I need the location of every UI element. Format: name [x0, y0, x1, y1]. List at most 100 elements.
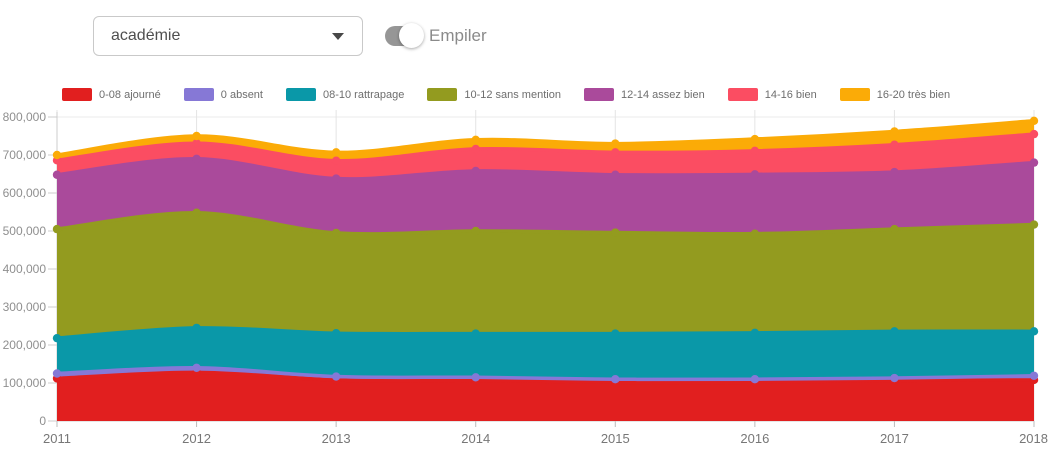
data-point-marker[interactable] [750, 328, 760, 338]
data-point-marker[interactable] [611, 148, 620, 157]
y-axis-tick-label: 300,000 [3, 300, 47, 314]
data-point-marker[interactable] [192, 208, 201, 217]
series-line [55, 211, 1036, 236]
chart-legend: 0-08 ajourné 0 absent 08-10 rattrapage 10-1… [62, 88, 973, 101]
data-point-marker[interactable] [192, 363, 201, 372]
data-point-marker[interactable] [1029, 158, 1039, 167]
data-point-marker[interactable] [331, 228, 341, 238]
data-point-marker[interactable] [52, 333, 62, 343]
area-band [57, 372, 1034, 421]
data-point-marker[interactable] [471, 144, 480, 154]
data-point-marker[interactable] [1029, 371, 1039, 380]
legend-label: 08-10 rattrapage [322, 88, 405, 101]
data-point-marker[interactable] [1029, 129, 1039, 139]
y-axis-tick-label: 200,000 [3, 338, 47, 352]
legend-swatch-icon [62, 88, 92, 101]
data-point-marker[interactable] [890, 127, 899, 136]
data-point-marker[interactable] [52, 369, 62, 378]
stack-toggle[interactable]: Empiler [385, 23, 487, 48]
legend-swatch-icon [285, 88, 316, 101]
data-point-marker[interactable] [471, 135, 480, 144]
x-axis-tick-label: 2011 [43, 431, 71, 446]
data-point-marker[interactable] [331, 372, 341, 381]
data-point-marker[interactable] [611, 228, 620, 237]
legend-item[interactable]: 0 absent [183, 88, 263, 101]
data-point-marker[interactable] [890, 140, 899, 149]
data-point-marker[interactable] [750, 134, 760, 144]
data-point-marker[interactable] [192, 139, 201, 148]
data-point-marker[interactable] [192, 131, 201, 141]
data-point-marker[interactable] [611, 329, 620, 338]
data-point-marker[interactable] [890, 224, 899, 234]
legend-label: 16-20 très bien [876, 88, 951, 101]
x-axis-tick-label: 2012 [182, 431, 211, 446]
x-axis-tick-label: 2013 [322, 431, 351, 446]
data-point-marker[interactable] [611, 170, 620, 179]
y-axis-tick-label: 0 [39, 414, 46, 428]
legend-swatch-icon [583, 88, 614, 101]
area-band [57, 327, 1034, 380]
x-axis-tick-label: 2015 [601, 431, 630, 446]
data-point-marker[interactable] [471, 373, 480, 382]
chevron-down-icon [332, 32, 344, 40]
data-point-marker[interactable] [1029, 116, 1039, 125]
legend-item[interactable]: 0-08 ajourné [62, 88, 161, 101]
toggle-track-icon[interactable] [385, 23, 424, 48]
y-axis-tick-label: 600,000 [3, 186, 47, 200]
area-band [57, 134, 1034, 179]
data-point-marker[interactable] [611, 375, 620, 384]
legend-swatch-icon [183, 88, 214, 101]
data-point-marker[interactable] [52, 170, 62, 179]
legend-swatch-icon [839, 88, 870, 101]
toggle-knob-icon[interactable] [399, 23, 424, 48]
data-point-marker[interactable] [52, 150, 62, 160]
y-axis-tick-label: 400,000 [3, 262, 47, 276]
y-axis-tick-label: 800,000 [3, 110, 47, 124]
y-axis-tick-label: 700,000 [3, 148, 47, 162]
data-point-marker[interactable] [331, 148, 341, 157]
legend-label: 10-12 sans mention [464, 88, 561, 101]
data-point-marker[interactable] [331, 174, 341, 183]
x-axis-tick-label: 2016 [740, 431, 769, 446]
series-line [55, 366, 1036, 382]
y-axis-tick-label: 500,000 [3, 224, 47, 238]
chart-svg: 0 100,000 200,000 300,000 400,000 500,000 600,… [3, 110, 1048, 446]
legend-label: 14-16 bien [764, 88, 817, 101]
data-point-marker[interactable] [890, 327, 899, 336]
x-axis-tick-label: 2018 [1019, 431, 1048, 446]
stacked-area-chart: 0 100,000 200,000 300,000 400,000 500,000 600,… [0, 110, 1050, 450]
data-point-marker[interactable] [750, 170, 760, 179]
data-point-marker[interactable] [750, 229, 760, 238]
data-point-marker[interactable] [890, 167, 899, 177]
data-point-marker[interactable] [750, 375, 760, 384]
data-point-marker[interactable] [192, 323, 201, 333]
dimension-dropdown[interactable]: académie [93, 16, 363, 56]
data-point-marker[interactable] [1029, 327, 1039, 336]
series-line [55, 370, 1036, 385]
stack-toggle-label: Empiler [429, 26, 487, 45]
data-point-marker[interactable] [52, 224, 62, 234]
data-point-marker[interactable] [611, 139, 620, 148]
data-point-marker[interactable] [890, 373, 899, 383]
y-axis-tick-label: 100,000 [3, 376, 47, 390]
data-point-marker[interactable] [750, 146, 760, 156]
data-point-marker[interactable] [1029, 220, 1039, 229]
data-point-marker[interactable] [331, 156, 341, 165]
data-point-marker[interactable] [471, 166, 480, 176]
legend-label: 0 absent [220, 88, 263, 101]
x-axis-tick-label: 2017 [880, 431, 909, 446]
legend-item[interactable]: 16-20 très bien [839, 88, 951, 101]
legend-item[interactable]: 12-14 assez bien [583, 88, 705, 101]
data-point-marker[interactable] [331, 329, 341, 338]
series-line [55, 157, 1036, 181]
series-line [55, 119, 1036, 157]
legend-label: 0-08 ajourné [99, 88, 161, 101]
data-point-marker[interactable] [192, 154, 201, 163]
data-point-marker[interactable] [471, 329, 480, 338]
legend-swatch-icon [727, 88, 758, 101]
legend-item[interactable]: 10-12 sans mention [427, 88, 561, 101]
data-point-marker[interactable] [471, 226, 480, 236]
area-band [57, 212, 1034, 339]
legend-item[interactable]: 14-16 bien [727, 88, 817, 101]
legend-item[interactable]: 08-10 rattrapage [285, 88, 405, 101]
